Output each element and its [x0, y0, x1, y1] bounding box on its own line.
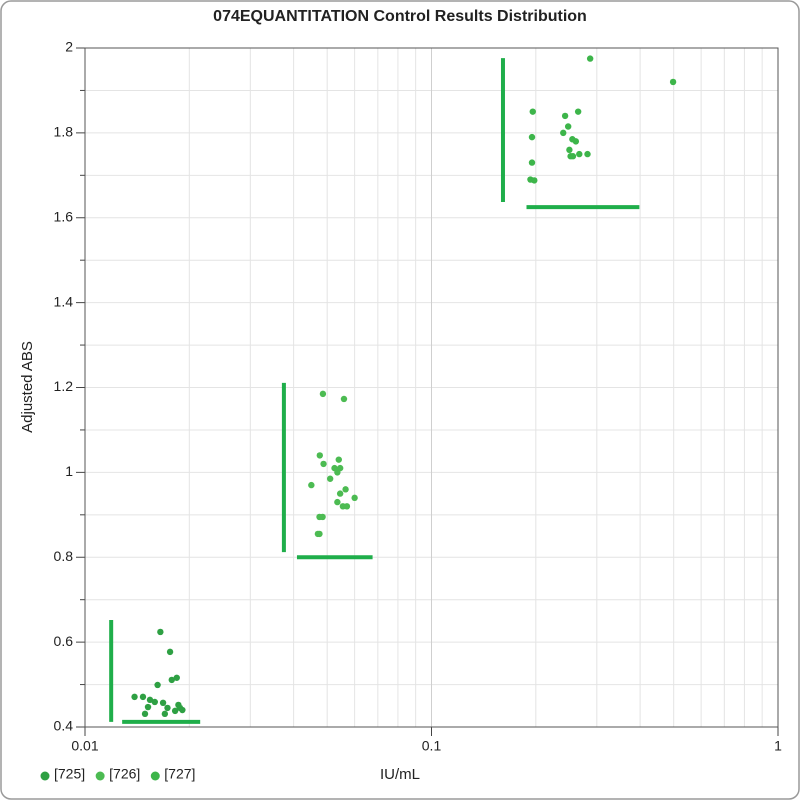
point [154, 681, 161, 689]
y-tick-label: 1.6 [54, 208, 74, 224]
point [529, 108, 536, 115]
point [669, 78, 677, 86]
point [574, 108, 582, 115]
point [157, 628, 164, 636]
point [166, 648, 174, 656]
point [159, 699, 167, 707]
legend-label: [726] [109, 766, 140, 782]
point [586, 55, 594, 62]
point [343, 503, 351, 510]
point [164, 704, 171, 712]
x-tick-label: 1 [774, 738, 782, 754]
legend-marker [95, 771, 105, 781]
point [161, 710, 169, 718]
point [576, 150, 583, 158]
point [141, 710, 149, 718]
point [340, 395, 348, 403]
legend-label: [725] [54, 766, 85, 782]
y-axis-label: Adjusted ABS [19, 341, 36, 433]
point [342, 486, 349, 493]
point [569, 153, 577, 160]
point [146, 696, 154, 704]
point [572, 138, 580, 145]
point [314, 530, 322, 538]
y-tick-label: 1.8 [54, 124, 74, 140]
point [334, 498, 341, 506]
y-tick-label: 1 [65, 463, 73, 479]
point [564, 123, 572, 130]
legend-marker [150, 771, 160, 781]
point [334, 469, 341, 476]
point [171, 707, 179, 715]
point [531, 177, 538, 184]
point [151, 698, 158, 706]
point [528, 133, 536, 141]
chart-title: 074EQUANTITATION Control Results Distrib… [213, 8, 587, 25]
point [173, 674, 180, 681]
point [566, 146, 573, 154]
plot-border [84, 47, 779, 728]
point [319, 390, 327, 398]
point [584, 150, 591, 158]
point [528, 159, 536, 166]
point [336, 490, 344, 497]
y-tick-label: 0.6 [54, 633, 74, 649]
point [326, 475, 334, 482]
point [335, 456, 342, 463]
point [316, 513, 323, 521]
point [351, 494, 358, 502]
point [561, 112, 569, 120]
point [144, 703, 152, 711]
point [316, 452, 323, 459]
legend-label: [727] [164, 766, 195, 782]
y-tick-label: 0.4 [54, 718, 74, 734]
y-tick-label: 0.8 [54, 548, 74, 564]
point [139, 693, 147, 701]
x-tick-label: 0.1 [422, 738, 442, 754]
legend-marker [40, 771, 50, 781]
y-tick-label: 2 [65, 39, 73, 55]
x-axis-label: IU/mL [380, 766, 420, 783]
point [320, 460, 327, 468]
y-tick-label: 1.2 [54, 378, 74, 394]
point [179, 706, 186, 714]
point [131, 693, 138, 701]
point [168, 676, 175, 684]
point [308, 481, 315, 489]
point [560, 129, 567, 137]
y-tick-label: 1.4 [54, 293, 74, 309]
x-tick-label: 0.01 [71, 738, 98, 754]
